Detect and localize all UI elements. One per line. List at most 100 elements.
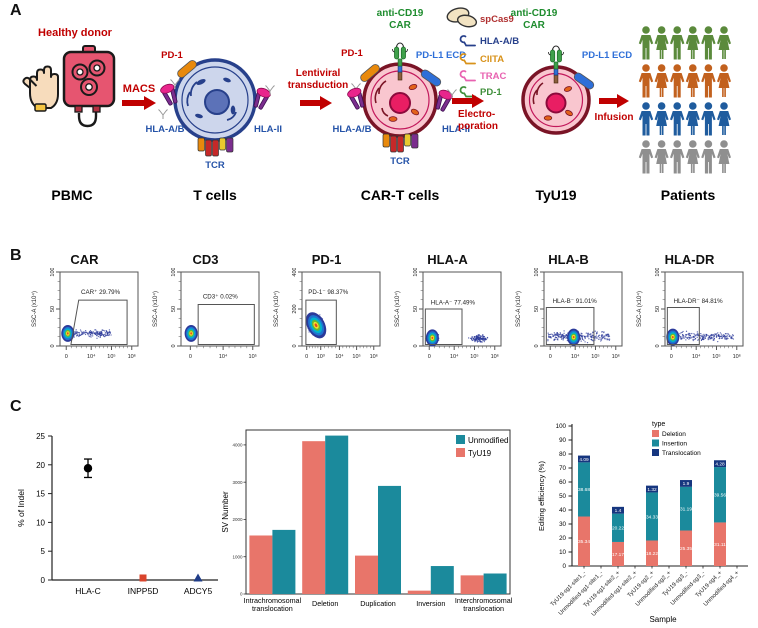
segment-value: 25.35 (680, 546, 692, 552)
flow-y-tick: 0 (50, 344, 56, 347)
segment-deletion (612, 541, 624, 566)
legend-swatch (652, 430, 659, 437)
flow-x-tick: 0 (305, 354, 308, 360)
flow-plot-row: CAR SSC-A (x10⁴) 0 50 100 0 10⁴ 10⁵ 10⁶ CAR⁺ 29.7… (24, 251, 750, 375)
flow-y-tick: 100 (171, 268, 177, 277)
y-tick-label: 10 (559, 549, 566, 556)
flow-y-tick: 100 (50, 268, 56, 277)
legend-label: Insertion (662, 441, 687, 448)
person-icon (654, 140, 669, 173)
x-category-label: Interchromosomal translocation (455, 596, 513, 613)
gate-percentage-label: HLA-DR⁻ 84.81% (674, 298, 724, 305)
y-tick-label: 5 (41, 547, 46, 556)
person-icon (638, 140, 654, 174)
segment-translocation (578, 455, 590, 463)
flow-x-tick: 10⁵ (712, 353, 720, 360)
legend-title: type (652, 421, 665, 428)
y-tick-label: 1000 (232, 554, 243, 559)
flow-gate (666, 307, 700, 346)
spcas9-icon (456, 14, 478, 28)
hand-icon (22, 65, 59, 112)
workflow-diagram: Healthy donor MACS (22, 7, 731, 203)
segment-translocation (714, 460, 726, 468)
tyu19-cell-diagram (521, 45, 596, 135)
flow-plot-title: HLA-A (427, 252, 468, 267)
tcell-hla-ab-label: HLA-A/B (145, 124, 184, 135)
flow-y-tick: 50 (50, 306, 56, 312)
person-icon (638, 102, 654, 136)
person-icon (654, 64, 669, 97)
flow-x-tick: 10⁴ (571, 353, 580, 360)
flow-plot-canvas: SSC-A (x10⁴) 0 50 100 0 10⁴ 10⁵ 10⁶ HLA-DR⁻ 84.8… (636, 267, 744, 360)
person-icon (701, 64, 716, 98)
person-icon (717, 26, 731, 59)
flow-x-tick: 10⁴ (450, 353, 459, 360)
editing-efficiency-chart: 0 10 20 30 40 50 60 70 80 90 100 Editing efficiency… (537, 421, 748, 624)
lentiviral-label-2: transduction (288, 80, 349, 91)
macs-arrow-icon (122, 96, 156, 110)
y-tick-label: 0 (41, 576, 46, 585)
legend-swatch (652, 439, 659, 447)
panel-b-flow-cytometry: B CAR SSC-A (x10⁴) 0 50 100 0 10⁴ 10⁵ 10⁶ CAR⁺ 29… (0, 245, 758, 395)
flow-plot-PD-1: PD-1 SSC-A (x10⁴) 0 200 400 0 10³ 10⁴ 10⁵ 10⁶ PD-1… (266, 251, 387, 375)
flow-x-tick: 10⁵ (591, 353, 599, 360)
segment-insertion (646, 492, 658, 541)
y-tick-label: 100 (556, 423, 567, 430)
cargo-legend-label: TRAC (480, 71, 507, 82)
data-point-ADCY5 (193, 573, 203, 582)
y-axis-label: % of Indel (16, 489, 26, 527)
flow-plot-HLA-DR: HLA-DR SSC-A (x10⁴) 0 50 100 0 10⁴ 10⁵ 10⁶ HLA-DR… (629, 251, 750, 375)
x-category-label: Deletion (312, 599, 338, 608)
person-icon (670, 64, 685, 98)
segment-value: 31.19 (680, 506, 692, 512)
person-icon (638, 64, 654, 98)
patients-row (638, 26, 731, 60)
flow-x-tick: 10⁶ (491, 353, 499, 360)
hot-core (305, 312, 327, 339)
data-point-INPP5D (139, 574, 147, 582)
flow-x-tick: 10⁶ (128, 353, 136, 360)
bar-unmodified (325, 435, 349, 594)
segment-value: 31.11 (714, 542, 726, 548)
person-icon (717, 140, 731, 173)
electroporation-label-1: Electro- (458, 109, 495, 120)
flow-plot-canvas: SSC-A (x10⁴) 0 50 100 0 10⁴ 10⁵ 10⁶ HLA-A⁻ 77.49… (394, 267, 502, 360)
y-tick-label: 80 (559, 451, 566, 458)
patients-row (638, 64, 731, 98)
segment-translocation (612, 506, 624, 514)
y-tick-label: 20 (36, 461, 45, 470)
y-tick-label: 30 (559, 521, 566, 528)
x-category-label: ADCY5 (184, 586, 213, 596)
legend-swatch (652, 449, 659, 456)
infusion-arrow-icon (599, 94, 629, 108)
cargo-legend-label: CIITA (480, 54, 504, 65)
segment-value: 35.34 (578, 539, 590, 545)
flow-y-axis-label: SSC-A (x10⁴) (515, 291, 522, 327)
electroporation-arrow-icon (452, 94, 484, 108)
segment-insertion (612, 513, 624, 542)
person-icon (685, 64, 700, 97)
flow-y-tick: 50 (171, 306, 177, 312)
cart-car-label-2: CAR (389, 20, 411, 31)
panel-c-charts: C 0 5 10 15 20 25 % of Indel HLA-C INPP5D ADCY5 0… (0, 396, 758, 628)
flow-plot-title: HLA-DR (664, 252, 715, 267)
cargo-legend-label: PD-1 (480, 87, 502, 98)
stage-label-tyu19: TyU19 (536, 187, 577, 203)
flow-gate (305, 299, 337, 346)
flow-y-tick: 50 (534, 306, 540, 312)
segment-value: 1.9 (683, 481, 690, 487)
person-icon (685, 102, 700, 135)
cart-tcr-label: TCR (390, 156, 410, 167)
segment-value: 4.09 (579, 457, 589, 463)
flow-x-tick: 10⁵ (470, 353, 478, 360)
lentiviral-arrow-icon (300, 96, 332, 110)
flow-x-tick: 10⁴ (219, 353, 228, 360)
bar-tyu19 (249, 535, 273, 594)
flow-x-tick: 0 (189, 354, 192, 360)
y-tick-label: 4000 (232, 443, 243, 448)
segment-value: 34.33 (646, 514, 658, 520)
flow-x-tick: 0 (428, 354, 431, 360)
patients-row (638, 102, 731, 136)
sgrna-icon (459, 70, 476, 82)
segment-translocation (646, 485, 658, 493)
